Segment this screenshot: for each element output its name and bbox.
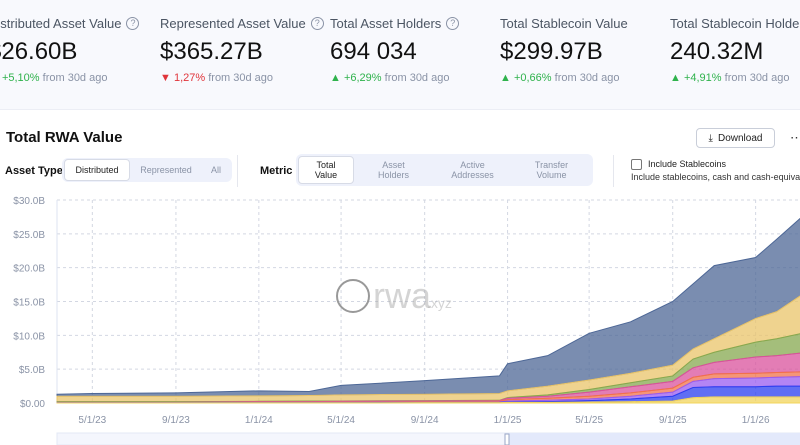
include-stablecoins-checkbox[interactable] [631, 159, 642, 170]
metric-line: Addresses [451, 170, 494, 180]
stat-value: $26.60B [0, 38, 78, 65]
stat-card: Total Stablecoin Holders 240.32M ▲ +4,91… [670, 16, 800, 84]
stat-change-suffix: from 30d ago [208, 72, 274, 84]
stat-card: Distributed Asset Value? $26.60B ▲ +5,10… [0, 16, 140, 84]
x-tick-label: 1/1/26 [742, 415, 770, 426]
globe-icon [336, 279, 370, 313]
x-tick-label: 9/1/24 [411, 415, 439, 426]
stat-card: Total Asset Holders? 694 034 ▲ +6,29% fr… [330, 16, 460, 84]
trend-down-icon: ▼ [160, 72, 171, 84]
stat-change-suffix: from 30d ago [42, 72, 108, 84]
metric-line: Transfer [534, 160, 569, 170]
range-handle [504, 433, 510, 445]
stat-label: Total Stablecoin Value [500, 16, 628, 31]
x-tick-label: 1/1/24 [245, 415, 273, 426]
stat-change: +4,91% [683, 72, 722, 84]
metric-label: Metric [260, 165, 293, 177]
stat-change-suffix: from 30d ago [554, 72, 620, 84]
metric-line: Volume [536, 170, 567, 180]
asset-type-distributed[interactable]: Distributed [64, 159, 130, 181]
metric-line: Value [314, 170, 338, 180]
x-tick-label: 5/1/25 [575, 415, 603, 426]
metric-line: Active [460, 160, 485, 170]
stat-card: Represented Asset Value? $365.27B ▼ 1,27… [160, 16, 324, 84]
download-label: Download [717, 132, 763, 144]
asset-type-represented[interactable]: Represented [140, 165, 192, 175]
stat-label: Represented Asset Value [160, 16, 306, 31]
metric-total-value[interactable]: Total Value [298, 156, 354, 184]
stat-value: 240.32M [670, 38, 764, 65]
chart-title: Total RWA Value [6, 129, 123, 146]
trend-up-icon: ▲ [670, 72, 681, 84]
trend-up-icon: ▲ [330, 72, 341, 84]
x-tick-label: 9/1/25 [659, 415, 687, 426]
stat-change: +6,29% [343, 72, 382, 84]
stat-change: +5,10% [1, 72, 40, 84]
x-tick-label: 5/1/24 [327, 415, 355, 426]
metric-transfer-volume[interactable]: Transfer Volume [512, 157, 591, 183]
more-options-button[interactable]: ⋯ [790, 130, 800, 145]
stat-value: $365.27B [160, 38, 263, 65]
y-tick-label: $30.0B [13, 196, 45, 207]
trend-up-icon: ▲ [500, 72, 511, 84]
y-tick-label: $20.0B [13, 264, 45, 275]
y-tick-label: $5.0B [19, 365, 45, 376]
stat-label: Total Asset Holders [330, 16, 442, 31]
metric-asset-holders[interactable]: Asset Holders [354, 157, 433, 183]
y-tick-label: $25.0B [13, 230, 45, 241]
stat-change: 1,27% [173, 72, 206, 84]
stats-bar: Distributed Asset Value? $26.60B ▲ +5,10… [0, 0, 800, 110]
help-icon[interactable]: ? [126, 17, 140, 30]
stat-label: Total Stablecoin Holders [670, 16, 800, 31]
help-icon[interactable]: ? [310, 17, 324, 30]
stat-change-suffix: from 30d ago [724, 72, 790, 84]
download-button[interactable]: ⤓ Download [696, 128, 775, 148]
stat-change: +0,66% [513, 72, 552, 84]
area-series-0 [56, 396, 800, 404]
rwa-value-chart: $0.00 $5.0B $10.0B $15.0B $20.0B $25.0B $30.0B… [13, 196, 800, 445]
stat-card: Total Stablecoin Value $299.97B ▲ +0,66%… [500, 16, 628, 84]
watermark-text: rwa [373, 275, 432, 316]
x-tick-label: 9/1/23 [162, 415, 190, 426]
help-icon[interactable]: ? [446, 17, 460, 30]
asset-type-label: Asset Type [5, 165, 63, 177]
divider [237, 155, 238, 187]
stat-value: 694 034 [330, 38, 417, 65]
download-icon: ⤓ [708, 132, 713, 144]
stat-label: Distributed Asset Value [0, 16, 122, 31]
x-tick-label: 1/1/25 [494, 415, 522, 426]
metric-selector: Total Value Asset Holders Active Addresses Tra… [296, 154, 593, 186]
metric-line: Holders [377, 170, 409, 180]
x-tick-label: 5/1/23 [78, 415, 106, 426]
include-stablecoins-label[interactable]: Include Stablecoins [648, 159, 727, 169]
asset-type-selector: Distributed Represented All [62, 158, 232, 182]
include-stablecoins-description: Include stablecoins, cash and cash-equiv… [631, 172, 800, 182]
y-tick-label: $15.0B [13, 298, 45, 309]
watermark-suffix: .xyz [427, 295, 452, 311]
metric-active-addresses[interactable]: Active Addresses [433, 157, 512, 183]
asset-type-all[interactable]: All [210, 165, 221, 175]
divider [613, 155, 614, 187]
stat-value: $299.97B [500, 38, 603, 65]
metric-line: Total [316, 160, 336, 170]
metric-line: Asset [382, 160, 405, 170]
y-tick-label: $10.0B [13, 331, 45, 342]
stat-change-suffix: from 30d ago [384, 72, 450, 84]
y-tick-label: $0.00 [20, 399, 45, 410]
range-selection [508, 433, 800, 445]
